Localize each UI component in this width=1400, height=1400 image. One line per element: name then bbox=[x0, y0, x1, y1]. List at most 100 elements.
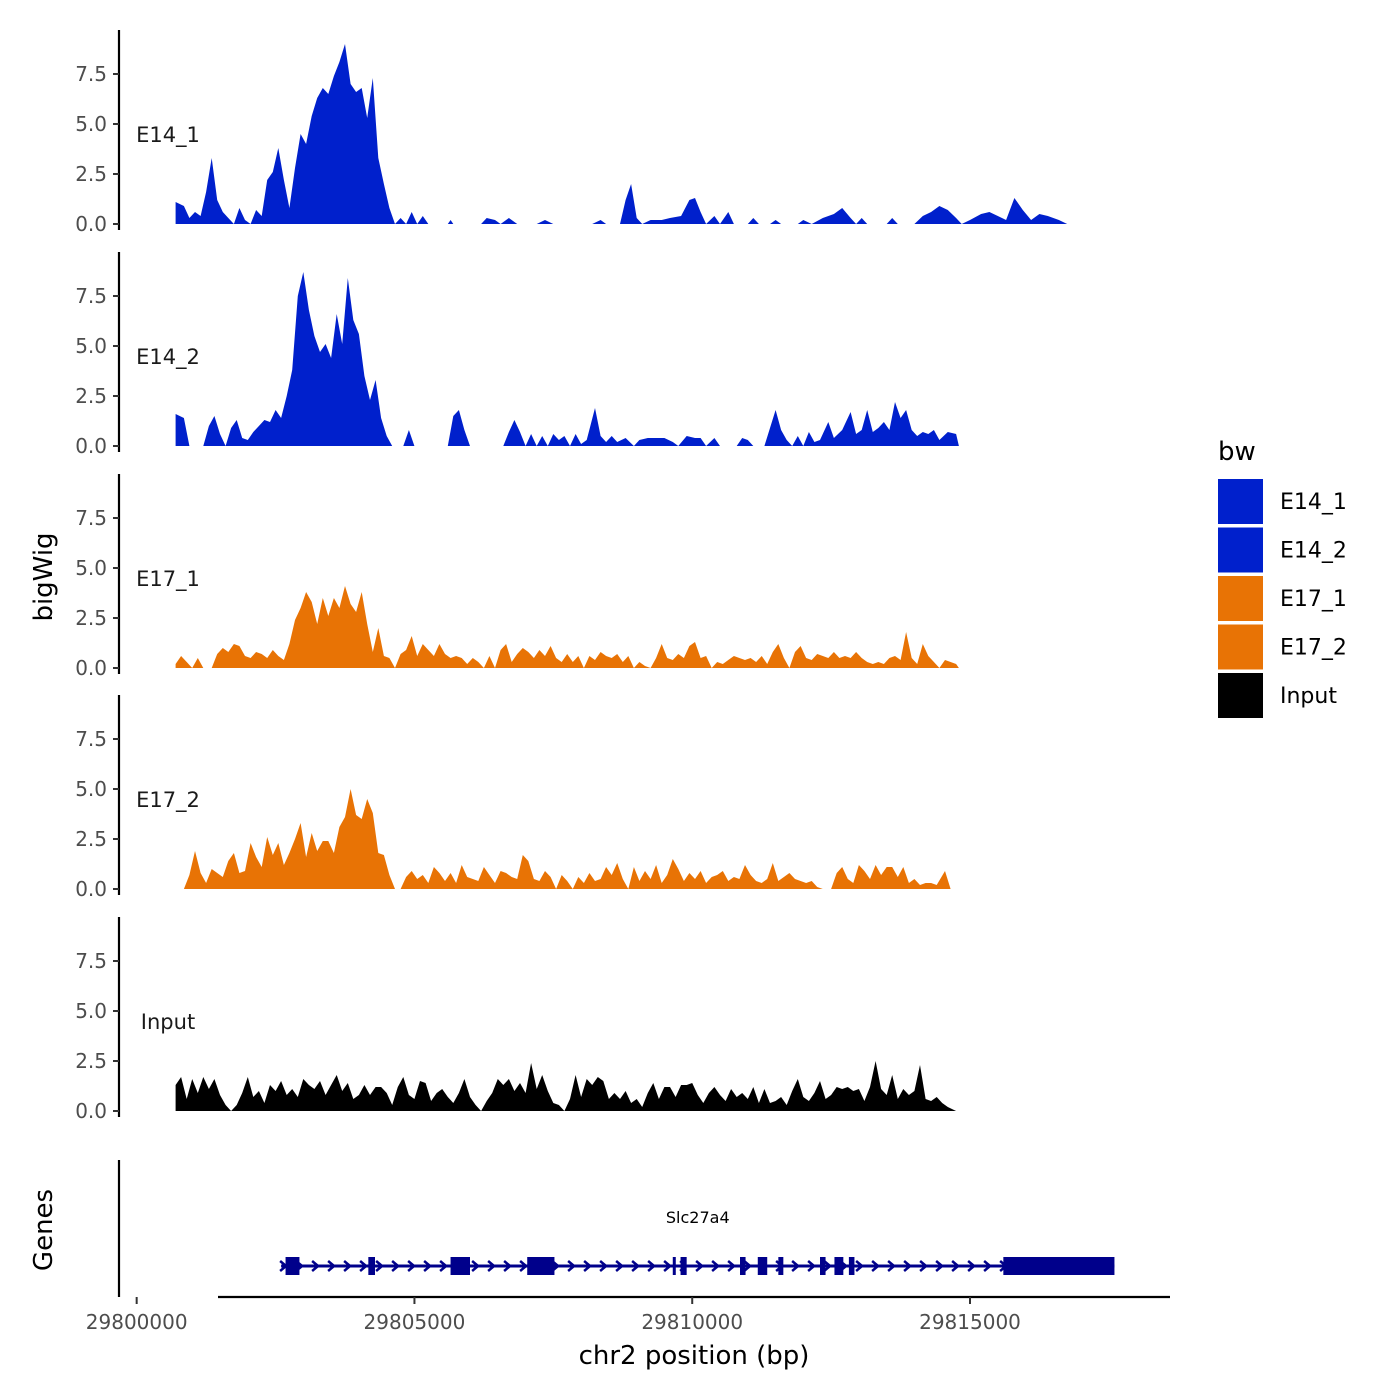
x-tick-label: 29815000 bbox=[919, 1310, 1021, 1334]
gene-track: Slc27a4 bbox=[117, 1160, 1115, 1297]
facet-label-e14-2: E14_2 bbox=[136, 345, 200, 370]
y-axis-title: bigWig bbox=[29, 532, 59, 621]
strand-arrow bbox=[663, 1260, 673, 1272]
panel-input: 0.0 2.5 5.0 7.5 Input bbox=[75, 917, 957, 1123]
strand-arrow bbox=[935, 1260, 945, 1272]
y-tick-label: 5.0 bbox=[75, 556, 107, 580]
facet-label-input: Input bbox=[141, 1010, 195, 1034]
facet-label-e17-1: E17_1 bbox=[136, 567, 200, 592]
legend-title: bw bbox=[1218, 437, 1256, 467]
panel-e17-1: 0.0 2.5 5.0 7.5 E17_1 bbox=[75, 474, 959, 680]
x-axis-title: chr2 position (bp) bbox=[579, 1341, 810, 1371]
gene-exon bbox=[680, 1257, 687, 1275]
legend-swatch-input bbox=[1218, 673, 1263, 718]
legend-swatch-e17-2 bbox=[1218, 624, 1263, 670]
coverage-area-e14-1 bbox=[175, 44, 1068, 224]
legend-swatch-e14-1 bbox=[1218, 479, 1263, 524]
legend-label-e14-1: E14_1 bbox=[1280, 490, 1347, 515]
strand-arrow bbox=[791, 1260, 801, 1272]
y-tick-label: 0.0 bbox=[75, 212, 107, 236]
coverage-panels: 0.0 2.5 5.0 7.5 E14_1 0.0 2.5 5.0 7.5 E14_2 0.0 2.5… bbox=[75, 30, 1068, 1123]
strand-arrow bbox=[327, 1260, 337, 1272]
y-tick-label: 0.0 bbox=[75, 656, 107, 680]
gene-exon bbox=[820, 1257, 826, 1275]
strand-arrow bbox=[919, 1260, 929, 1272]
x-tick-label: 29800000 bbox=[86, 1310, 188, 1334]
y-tick-label: 5.0 bbox=[75, 999, 107, 1023]
y-tick-label: 0.0 bbox=[75, 434, 107, 458]
genes-axis-title: Genes bbox=[29, 1189, 59, 1271]
gene-exon bbox=[740, 1257, 746, 1275]
strand-arrow bbox=[727, 1260, 737, 1272]
strand-arrow bbox=[967, 1260, 977, 1272]
coverage-area-e17-2 bbox=[183, 789, 951, 889]
strand-arrow bbox=[519, 1260, 529, 1272]
strand-arrow bbox=[583, 1260, 593, 1272]
gene-exon bbox=[834, 1257, 844, 1275]
strand-arrow bbox=[855, 1260, 865, 1272]
gene-name-label: Slc27a4 bbox=[666, 1208, 730, 1227]
strand-arrow bbox=[631, 1260, 641, 1272]
strand-arrow bbox=[871, 1260, 881, 1272]
gene-exon bbox=[778, 1257, 784, 1275]
gene-exon bbox=[672, 1257, 676, 1275]
facet-label-e14-1: E14_1 bbox=[136, 123, 200, 148]
strand-arrow bbox=[807, 1260, 817, 1272]
gene-exon bbox=[527, 1257, 555, 1275]
strand-arrow bbox=[615, 1260, 625, 1272]
strand-arrow bbox=[311, 1260, 321, 1272]
y-tick-label: 2.5 bbox=[75, 827, 107, 851]
y-tick-label: 0.0 bbox=[75, 1099, 107, 1123]
strand-arrow bbox=[375, 1260, 385, 1272]
legend-swatch-e14-2 bbox=[1218, 527, 1263, 573]
strand-arrow bbox=[711, 1260, 721, 1272]
y-tick-label: 0.0 bbox=[75, 877, 107, 901]
strand-arrow bbox=[391, 1260, 401, 1272]
coverage-area-input bbox=[175, 1061, 957, 1111]
strand-arrow bbox=[487, 1260, 497, 1272]
y-tick-label: 5.0 bbox=[75, 334, 107, 358]
y-tick-label: 5.0 bbox=[75, 777, 107, 801]
strand-arrow bbox=[567, 1260, 577, 1272]
legend-label-input: Input bbox=[1280, 684, 1337, 709]
coverage-area-e17-1 bbox=[175, 586, 959, 668]
y-tick-label: 7.5 bbox=[75, 727, 107, 751]
legend-label-e14-2: E14_2 bbox=[1280, 539, 1347, 564]
strand-arrow bbox=[599, 1260, 609, 1272]
y-tick-label: 2.5 bbox=[75, 384, 107, 408]
strand-arrow bbox=[823, 1260, 833, 1272]
coverage-area-e14-2 bbox=[175, 272, 959, 446]
y-tick-label: 5.0 bbox=[75, 112, 107, 136]
gene-exon bbox=[450, 1257, 470, 1275]
panel-e17-2: 0.0 2.5 5.0 7.5 E17_2 bbox=[75, 695, 951, 901]
gene-exon bbox=[1003, 1257, 1115, 1275]
strand-arrow bbox=[439, 1260, 449, 1272]
gene-exon bbox=[757, 1257, 768, 1275]
strand-arrow bbox=[423, 1260, 433, 1272]
x-tick-label: 29805000 bbox=[364, 1310, 466, 1334]
legend-label-e17-1: E17_1 bbox=[1280, 587, 1347, 612]
gene-exon bbox=[368, 1257, 375, 1275]
strand-arrow bbox=[743, 1260, 753, 1272]
strand-arrow bbox=[503, 1260, 513, 1272]
strand-arrow bbox=[983, 1260, 993, 1272]
y-tick-label: 7.5 bbox=[75, 949, 107, 973]
legend: bw E14_1 E14_2 E17_1 E17_2 Input bbox=[1218, 437, 1347, 718]
y-tick-label: 7.5 bbox=[75, 284, 107, 308]
facet-label-e17-2: E17_2 bbox=[136, 788, 200, 813]
panel-e14-1: 0.0 2.5 5.0 7.5 E14_1 bbox=[75, 30, 1068, 236]
x-tick-label: 29810000 bbox=[641, 1310, 743, 1334]
strand-arrow bbox=[359, 1260, 369, 1272]
y-tick-label: 7.5 bbox=[75, 62, 107, 86]
gene-exon bbox=[848, 1257, 855, 1275]
strand-arrow bbox=[887, 1260, 897, 1272]
y-tick-label: 7.5 bbox=[75, 506, 107, 530]
y-tick-label: 2.5 bbox=[75, 606, 107, 630]
legend-swatch-e17-1 bbox=[1218, 576, 1263, 621]
x-axis: 29800000 29805000 29810000 29815000 bbox=[86, 1295, 1170, 1334]
panel-e14-2: 0.0 2.5 5.0 7.5 E14_2 bbox=[75, 252, 959, 458]
strand-arrow bbox=[647, 1260, 657, 1272]
y-tick-label: 2.5 bbox=[75, 1049, 107, 1073]
strand-arrow bbox=[695, 1260, 705, 1272]
